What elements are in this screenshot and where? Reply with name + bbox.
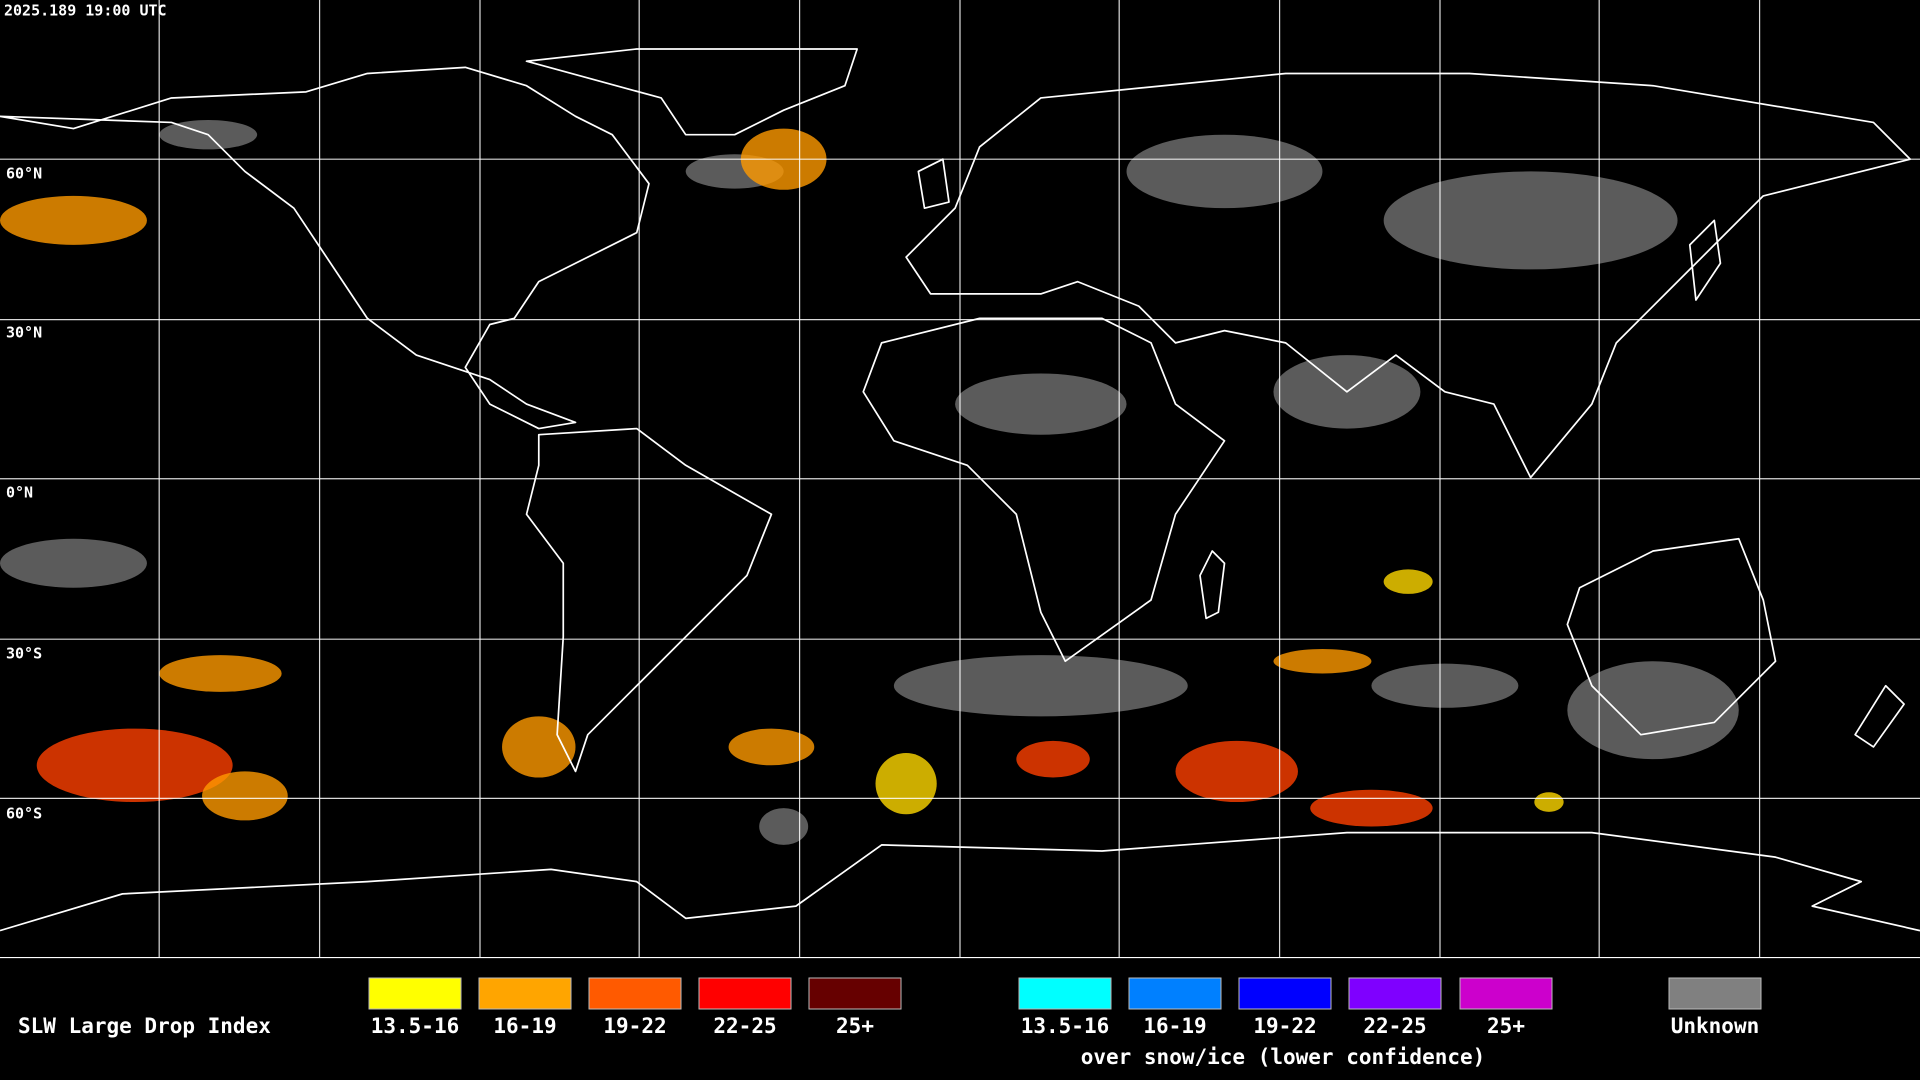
legend-swatch [588,977,682,1010]
legend-swatch [1128,977,1222,1010]
coastlines [0,48,1920,932]
legend-swatch [808,977,902,1010]
legend-swatch [1238,977,1332,1010]
legend-label: 13.5-16 [371,1014,460,1038]
legend-swatch [1459,977,1553,1010]
latitude-label: 60°N [6,165,42,183]
legend-title: SLW Large Drop Index [18,1014,271,1038]
legend-label: 19-22 [1253,1014,1316,1038]
legend-swatch [698,977,792,1010]
legend-label: Unknown [1671,1014,1760,1038]
legend-swatch [1348,977,1442,1010]
latitude-label: 30°S [6,645,42,663]
legend-swatch [1018,977,1112,1010]
legend-label: 22-25 [713,1014,776,1038]
legend-label: 13.5-16 [1021,1014,1110,1038]
legend-label: 16-19 [1143,1014,1206,1038]
legend-label: 25+ [1487,1014,1525,1038]
latitude-label: 60°S [6,805,42,823]
legend-label: 25+ [836,1014,874,1038]
legend-label: 22-25 [1363,1014,1426,1038]
graticule [0,0,1920,959]
legend-swatch [1668,977,1762,1010]
legend-label: 16-19 [493,1014,556,1038]
latitude-label: 0°N [6,484,33,502]
snow-ice-note: over snow/ice (lower confidence) [1081,1045,1486,1069]
latitude-label: 30°N [6,324,42,342]
legend-swatch [368,977,462,1010]
legend-swatch [478,977,572,1010]
timestamp: 2025.189 19:00 UTC [4,2,167,20]
map [0,0,1920,959]
legend-label: 19-22 [603,1014,666,1038]
cloud-regions [0,120,1739,845]
